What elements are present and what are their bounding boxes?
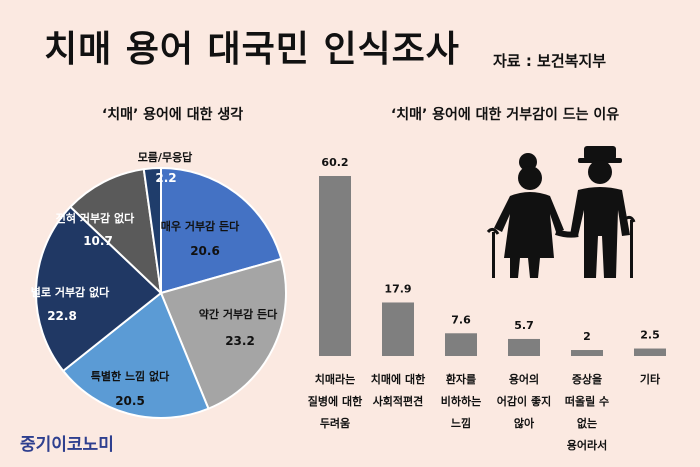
elderly-couple-icon: [486, 146, 636, 278]
bar: [382, 302, 414, 356]
bar-value-label: 2.5: [640, 329, 660, 342]
bar: [445, 333, 477, 356]
pie-slice: [35, 205, 163, 373]
pie-chart: 매우 거부감 든다 20.6 약간 거부감 든다 23.2 특별한 느낌 없다 20.5 별…: [31, 150, 287, 419]
bar-category-label: 느낌: [451, 416, 471, 430]
pie-slice: [142, 166, 162, 294]
pie-slice-value: 2.2: [155, 171, 176, 185]
source-label: 자료 : 보건복지부: [493, 52, 607, 70]
bar-category-label: 용어의: [509, 372, 539, 386]
bar-chart-title: ‘치매’ 용어에 대한 거부감이 드는 이유: [390, 107, 620, 123]
bar-category-label: 없는: [577, 417, 597, 430]
pie-slice: [160, 166, 283, 295]
bar-category-label: 치매에 대한: [371, 372, 425, 386]
pie-slice-value: 22.8: [47, 309, 77, 323]
bar: [571, 350, 603, 356]
bar-category-label: 환자를: [446, 372, 476, 386]
pie-slice-value: 23.2: [225, 334, 255, 348]
pie-slice-value: 20.6: [190, 244, 220, 258]
pie-slice: [69, 168, 163, 296]
bar-category-label: 질병에 대한: [308, 394, 362, 408]
bar-category-label: 증상을: [572, 372, 602, 386]
bar-category-label: 두려움: [320, 416, 350, 430]
bar-category-label: 치매라는: [315, 372, 355, 386]
pie-slice-label: 약간 거부감 든다: [199, 307, 278, 321]
bar-category-label: 기타: [640, 372, 661, 386]
pie-chart-title: ‘치매’ 용어에 대한 생각: [101, 107, 244, 123]
bar-value-label: 17.9: [384, 282, 411, 295]
pie-slice-label: 특별한 느낌 없다: [91, 369, 170, 383]
bar-category-label: 어감이 좋지: [497, 394, 551, 408]
bar: [319, 176, 351, 356]
bar-category-label: 않아: [514, 416, 535, 430]
bar-category-label: 비하하는: [441, 394, 481, 408]
bar: [508, 338, 540, 356]
pie-slice-value: 10.7: [83, 234, 113, 248]
bar-category-label: 용어라서: [567, 438, 607, 452]
bar-value-label: 7.6: [451, 313, 471, 326]
pie-slice: [61, 291, 210, 419]
bar-category-label: 사회적편견: [373, 394, 424, 408]
pie-slice-label: 모름/무응답: [138, 150, 193, 164]
pie-slice-value: 20.5: [115, 394, 145, 408]
main-title: 치매 용어 대국민 인식조사: [44, 29, 460, 70]
brand-logo: 중기이코노미: [20, 435, 114, 455]
bar-value-label: 5.7: [514, 319, 534, 332]
pie-slice-label: 매우 거부감 든다: [161, 219, 240, 233]
bar: [634, 348, 666, 356]
bar-value-label: 60.2: [321, 156, 348, 169]
bar-value-label: 2: [583, 330, 591, 343]
bar-category-label: 떠올릴 수: [565, 394, 609, 408]
pie-slice-label: 별로 거부감 없다: [31, 285, 110, 299]
pie-slice: [159, 257, 287, 410]
pie-slice-label: 전혀 거부감 없다: [56, 211, 135, 225]
